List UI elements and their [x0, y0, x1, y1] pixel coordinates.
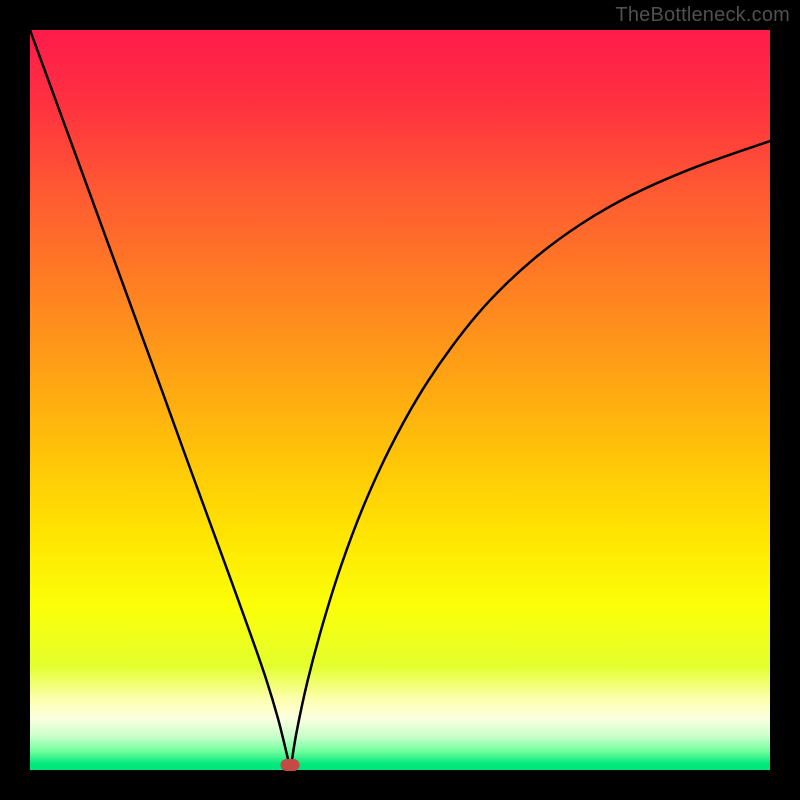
watermark-text: TheBottleneck.com — [615, 4, 790, 27]
curve-svg — [30, 30, 770, 770]
plot-area — [30, 30, 770, 770]
curve-left-branch — [30, 30, 290, 770]
minimum-marker — [281, 759, 300, 771]
chart-container: TheBottleneck.com — [0, 0, 800, 800]
curve-right-branch — [290, 141, 770, 770]
